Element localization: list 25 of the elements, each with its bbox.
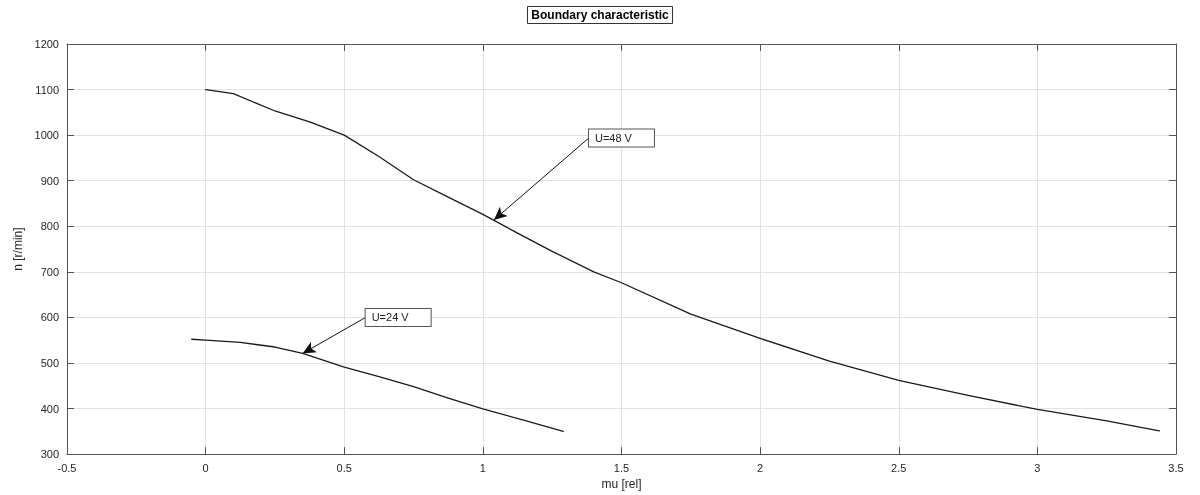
x-tick-label: 1 <box>479 461 486 474</box>
y-tick-label: 1200 <box>34 38 59 50</box>
x-tick-label: 2 <box>757 461 764 474</box>
y-tick-label: 1000 <box>34 129 59 142</box>
y-tick-label: 500 <box>40 356 59 369</box>
chart-title: Boundary characteristic <box>531 8 670 22</box>
annotation: U=24 V <box>371 311 410 324</box>
y-tick-label: 800 <box>40 220 59 233</box>
x-tick-label: 0 <box>202 461 209 474</box>
y-tick-label: 400 <box>40 402 59 415</box>
x-tick-label: 1.5 <box>613 461 630 474</box>
x-tick-label: 3.5 <box>1168 461 1184 474</box>
x-tick-label: 2.5 <box>891 461 907 474</box>
annotation: U=48 V <box>594 131 633 144</box>
x-tick-label: -0.5 <box>57 461 77 474</box>
y-axis-title: n [r/min] <box>10 227 25 271</box>
y-tick-label: 700 <box>40 265 59 278</box>
x-axis-title: mu [rel] <box>601 477 642 491</box>
y-tick-label: 600 <box>40 311 59 324</box>
y-tick-label: 1100 <box>35 83 59 96</box>
line-series <box>204 88 1161 432</box>
x-tick-label: 3 <box>1034 461 1041 474</box>
x-tick-label: 0.5 <box>336 461 352 474</box>
y-tick-label: 300 <box>40 448 59 461</box>
y-tick-label: 900 <box>40 174 59 187</box>
